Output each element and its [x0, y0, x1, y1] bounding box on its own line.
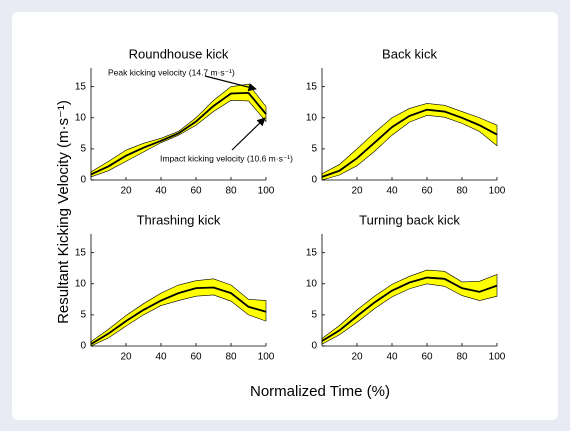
y-axis-label: Resultant Kicking Velocity (m·s⁻¹)	[55, 100, 72, 324]
x-tick-label: 40	[386, 186, 398, 197]
x-tick-label: 100	[489, 352, 506, 363]
subplot-title: Roundhouse kick	[129, 46, 229, 61]
y-tick-label: 10	[75, 112, 87, 123]
x-tick-label: 80	[225, 186, 237, 197]
x-tick-label: 20	[351, 186, 363, 197]
y-tick-label: 0	[311, 341, 317, 352]
annotation: Peak kicking velocity (14.7 m·s⁻¹)	[108, 67, 235, 77]
mean-line	[90, 286, 267, 345]
x-tick-label: 60	[190, 352, 202, 363]
y-tick-label: 5	[80, 310, 86, 321]
band	[90, 278, 267, 347]
x-tick-label: 60	[421, 352, 433, 363]
x-tick-label: 100	[258, 186, 275, 197]
subplot-title: Thrashing kick	[137, 212, 221, 227]
x-tick-label: 80	[456, 186, 468, 197]
x-tick-label: 60	[421, 186, 433, 197]
x-tick-label: 40	[155, 352, 167, 363]
y-tick-label: 15	[306, 247, 318, 258]
annotation-arrow	[231, 117, 266, 151]
y-tick-label: 15	[75, 247, 87, 258]
subplot-title: Turning back kick	[359, 212, 460, 227]
subplot-title: Back kick	[382, 46, 437, 61]
x-tick-label: 40	[386, 352, 398, 363]
x-axis-label: Normalized Time (%)	[250, 383, 390, 400]
y-tick-label: 5	[80, 144, 86, 155]
y-tick-label: 5	[311, 144, 317, 155]
band	[90, 83, 267, 178]
y-tick-label: 0	[80, 341, 86, 352]
x-tick-label: 40	[155, 186, 167, 197]
y-tick-label: 15	[306, 81, 318, 92]
y-tick-label: 0	[80, 175, 86, 186]
mean-line	[321, 108, 498, 178]
mean-line	[90, 91, 267, 176]
annotation: Impact kicking velocity (10.6 m·s⁻¹)	[160, 153, 293, 163]
band	[321, 269, 498, 345]
x-tick-label: 20	[351, 352, 363, 363]
annotation-arrow	[204, 75, 257, 92]
x-tick-label: 20	[120, 352, 132, 363]
y-tick-label: 10	[306, 112, 318, 123]
y-tick-label: 15	[75, 81, 87, 92]
x-tick-label: 60	[190, 186, 202, 197]
x-tick-label: 100	[258, 352, 275, 363]
x-tick-label: 80	[225, 352, 237, 363]
y-tick-label: 5	[311, 310, 317, 321]
x-tick-label: 20	[120, 186, 132, 197]
x-tick-label: 100	[489, 186, 506, 197]
band	[321, 103, 498, 181]
y-tick-label: 10	[306, 278, 318, 289]
y-tick-label: 0	[311, 175, 317, 186]
x-tick-label: 80	[456, 352, 468, 363]
mean-line	[321, 276, 498, 342]
y-tick-label: 10	[75, 278, 87, 289]
panel	[12, 12, 558, 420]
